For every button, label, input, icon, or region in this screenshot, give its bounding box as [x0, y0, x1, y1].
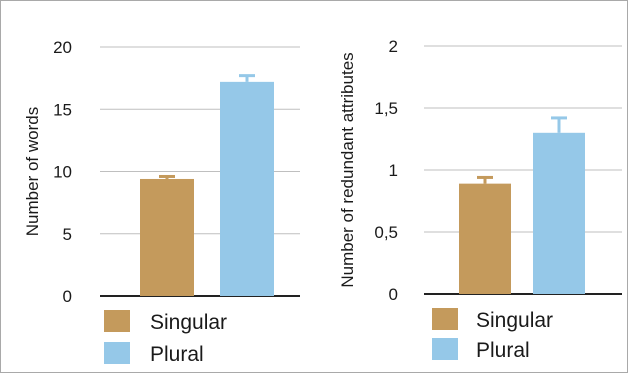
legend-swatch-singular: [432, 308, 458, 330]
legend-label-plural: Plural: [476, 339, 530, 362]
legend-label-plural: Plural: [150, 343, 204, 366]
bar-plural: [533, 132, 585, 294]
legend-swatch-plural: [432, 338, 458, 360]
y-tick-label: 2: [389, 37, 398, 56]
legend-label-singular: Singular: [476, 309, 553, 332]
y-tick-label: 1: [389, 161, 398, 180]
bar-plural: [220, 81, 274, 296]
chart-2: 0 0,5 1 1,5 2 Number of redundant attributes S…: [338, 37, 622, 362]
chart-1: 0 5 10 15 20 Number of words Singular Plural: [23, 38, 300, 366]
bar-singular: [459, 183, 511, 294]
legend-label-singular: Singular: [150, 311, 227, 334]
bar-singular: [140, 178, 194, 296]
y-axis-label: Number of redundant attributes: [338, 52, 357, 287]
y-tick-label: 0: [63, 287, 72, 306]
y-tick-label: 0,5: [374, 223, 398, 242]
y-tick-label: 0: [389, 285, 398, 304]
legend-swatch-singular: [104, 310, 130, 332]
y-tick-label: 10: [53, 163, 72, 182]
y-tick-label: 5: [63, 225, 72, 244]
legend-swatch-plural: [104, 342, 130, 364]
y-axis-label: Number of words: [23, 107, 42, 236]
y-tick-label: 20: [53, 38, 72, 57]
y-tick-label: 1,5: [374, 99, 398, 118]
y-tick-label: 15: [53, 100, 72, 119]
